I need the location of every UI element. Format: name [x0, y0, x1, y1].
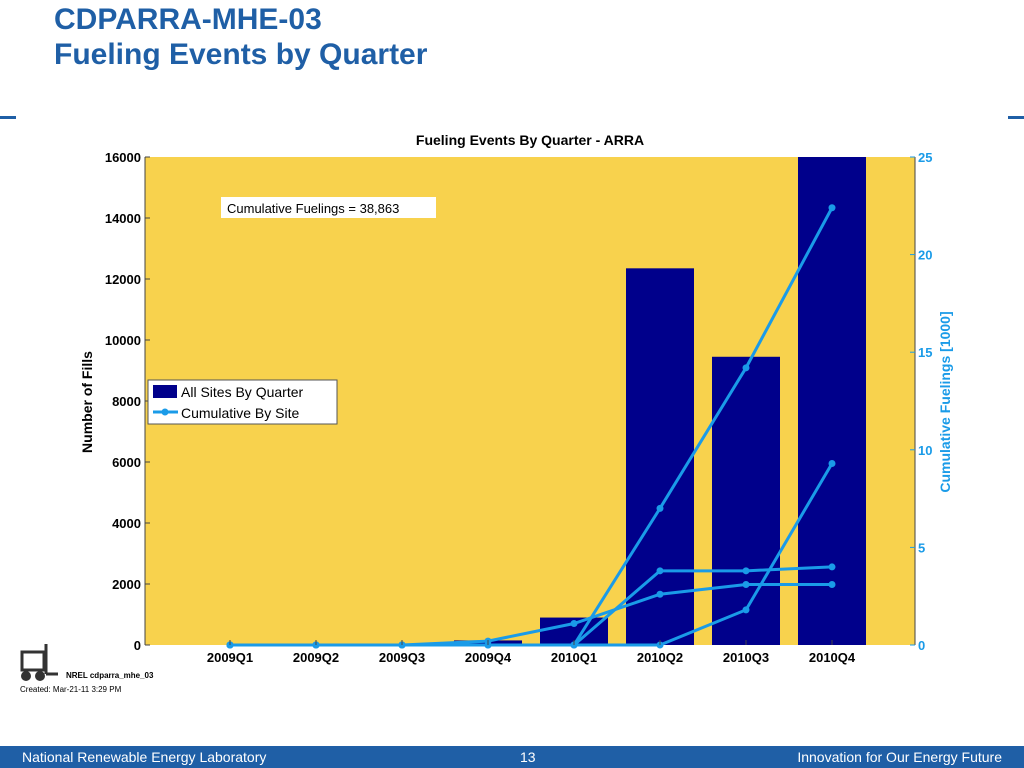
annotation-bg — [221, 197, 436, 218]
footer-tagline: Innovation for Our Energy Future — [797, 749, 1002, 765]
cumulative-point-1-2010Q4 — [828, 580, 836, 588]
cumulative-point-2-2010Q4 — [828, 563, 836, 571]
slide-title: CDPARRA-MHE-03 Fueling Events by Quarter — [54, 2, 427, 72]
y-tick-label: 6000 — [112, 455, 141, 470]
legend-box — [147, 379, 338, 425]
y2-axis-label: Cumulative Fuelings [1000] — [937, 311, 953, 492]
legend: All Sites By Quarter Cumulative By Site — [147, 379, 338, 425]
cumulative-point-1-2010Q3 — [742, 580, 750, 588]
y2-tick-label: 15 — [918, 345, 932, 360]
y2-tick-label: 10 — [918, 443, 932, 458]
x-tick-label: 2010Q2 — [637, 650, 683, 665]
x-tick-label: 2010Q3 — [723, 650, 769, 665]
x-tick-label: 2009Q2 — [293, 650, 339, 665]
cumulative-point-3-2010Q4 — [828, 459, 836, 467]
bar-2010Q4 — [798, 157, 866, 645]
y-tick-label: 4000 — [112, 516, 141, 531]
legend-label-bars: All Sites By Quarter — [181, 384, 303, 400]
y-tick-label: 2000 — [112, 577, 141, 592]
y-tick-label: 0 — [134, 638, 141, 653]
forklift-icon — [20, 644, 58, 681]
title-rule-left — [0, 116, 16, 119]
title-rule-right — [1008, 116, 1024, 119]
footer-org: National Renewable Energy Laboratory — [22, 749, 267, 765]
annotation-box: Cumulative Fuelings = 38,863 — [221, 197, 436, 218]
bar-2010Q3 — [712, 356, 780, 645]
y-tick-label: 12000 — [105, 272, 141, 287]
y2-tick-label: 5 — [918, 540, 925, 555]
fueling-chart: 0 2000 4000 6000 8000 10000 12000 14000 16000 0 5 1… — [79, 132, 953, 665]
cumulative-point-4-2010Q3 — [742, 364, 750, 372]
cumulative-point-4-2010Q4 — [828, 204, 836, 212]
cumulative-point-3-2010Q3 — [742, 606, 750, 614]
legend-line-marker — [161, 408, 169, 416]
legend-label-lines: Cumulative By Site — [181, 405, 299, 421]
cumulative-point-4-2010Q2 — [656, 504, 664, 512]
legend-bar-swatch — [153, 385, 177, 398]
cumulative-point-2-2010Q2 — [656, 567, 664, 575]
created-timestamp: Created: Mar-21-11 3:29 PM — [20, 685, 122, 694]
x-tick-label: 2009Q4 — [465, 650, 512, 665]
chart-title: Fueling Events By Quarter - ARRA — [416, 132, 644, 148]
footer-page-number: 13 — [520, 749, 536, 765]
bar-2010Q2 — [626, 268, 694, 645]
x-tick-label: 2009Q3 — [379, 650, 425, 665]
y-tick-label: 16000 — [105, 150, 141, 165]
y-tick-label: 14000 — [105, 211, 141, 226]
y-tick-label: 8000 — [112, 394, 141, 409]
x-tick-label: 2010Q1 — [551, 650, 597, 665]
y-tick-label: 10000 — [105, 333, 141, 348]
y-axis-label: Number of Fills — [79, 351, 95, 453]
x-tick-label: 2009Q1 — [207, 650, 253, 665]
nrel-id: NREL cdparra_mhe_03 — [66, 671, 154, 680]
y2-tick-label: 25 — [918, 150, 932, 165]
y2-tick-label: 20 — [918, 248, 932, 263]
cumulative-point-2-2010Q3 — [742, 567, 750, 575]
footer-bar: National Renewable Energy Laboratory 13 … — [0, 746, 1024, 768]
cumulative-line-4 — [230, 207, 834, 647]
y2-tick-label: 0 — [918, 638, 925, 653]
x-tick-label: 2010Q4 — [809, 650, 856, 665]
annotation-text: Cumulative Fuelings = 38,863 — [227, 201, 399, 216]
slide-title-line2: Fueling Events by Quarter — [54, 38, 428, 71]
cumulative-point-1-2010Q2 — [656, 590, 664, 598]
slide-title-line1: CDPARRA-MHE-03 — [54, 3, 322, 36]
cumulative-point-1-2010Q1 — [570, 620, 578, 628]
